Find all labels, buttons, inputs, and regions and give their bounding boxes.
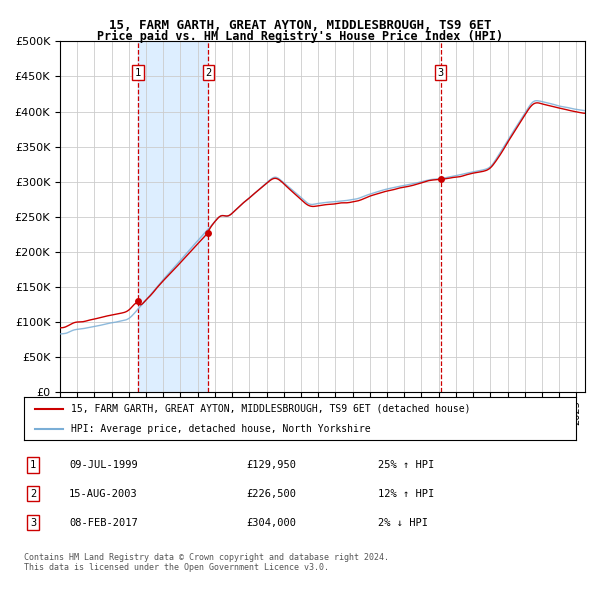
Text: 25% ↑ HPI: 25% ↑ HPI [378,460,434,470]
Text: 1: 1 [134,68,141,78]
Text: £129,950: £129,950 [246,460,296,470]
Text: 1: 1 [30,460,36,470]
Text: HPI: Average price, detached house, North Yorkshire: HPI: Average price, detached house, Nort… [71,424,371,434]
Text: £304,000: £304,000 [246,518,296,527]
Text: Price paid vs. HM Land Registry's House Price Index (HPI): Price paid vs. HM Land Registry's House … [97,30,503,42]
Text: 15, FARM GARTH, GREAT AYTON, MIDDLESBROUGH, TS9 6ET (detached house): 15, FARM GARTH, GREAT AYTON, MIDDLESBROU… [71,404,470,414]
Text: 12% ↑ HPI: 12% ↑ HPI [378,489,434,499]
Text: 08-FEB-2017: 08-FEB-2017 [69,518,138,527]
Text: 2: 2 [30,489,36,499]
Text: 15-AUG-2003: 15-AUG-2003 [69,489,138,499]
Text: £226,500: £226,500 [246,489,296,499]
Text: 2: 2 [205,68,212,78]
Text: Contains HM Land Registry data © Crown copyright and database right 2024.: Contains HM Land Registry data © Crown c… [24,553,389,562]
Text: This data is licensed under the Open Government Licence v3.0.: This data is licensed under the Open Gov… [24,563,329,572]
Text: 15, FARM GARTH, GREAT AYTON, MIDDLESBROUGH, TS9 6ET: 15, FARM GARTH, GREAT AYTON, MIDDLESBROU… [109,19,491,32]
Text: 2% ↓ HPI: 2% ↓ HPI [378,518,428,527]
Bar [138,41,208,392]
Text: 09-JUL-1999: 09-JUL-1999 [69,460,138,470]
Text: 3: 3 [437,68,444,78]
Text: 3: 3 [30,518,36,527]
